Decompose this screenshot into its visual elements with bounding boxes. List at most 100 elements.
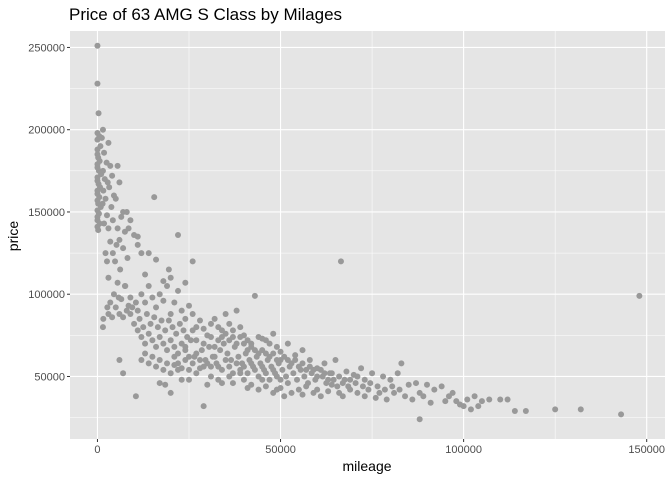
data-point [337,258,344,265]
data-point [142,340,149,347]
data-point [345,383,352,390]
y-axis-ticks: 50000 100000 150000 200000 250000 [28,42,70,383]
data-point [198,347,205,354]
data-point [376,389,383,396]
data-point [118,296,125,303]
data-point [405,381,412,388]
data-point [112,258,119,265]
y-tick-label: 250000 [28,42,65,54]
data-point [103,258,110,265]
data-point [207,363,214,370]
data-point [228,357,235,364]
data-point [149,353,156,360]
data-point [140,324,147,331]
data-point [328,370,335,377]
data-point [178,376,185,383]
data-point [131,320,138,327]
data-point [398,360,405,367]
data-point [334,383,341,390]
data-point [284,380,291,387]
data-point [123,307,130,314]
data-point [129,304,136,311]
data-point [182,347,189,354]
data-point [182,279,189,286]
data-point [478,398,485,405]
data-point [138,334,145,340]
data-point [636,292,643,299]
data-point [116,179,123,186]
data-point [134,307,141,314]
data-point [288,389,295,396]
data-point [299,347,306,354]
data-point [416,416,423,423]
data-point [127,294,134,301]
data-point [125,225,132,232]
x-tick-label: 100000 [445,444,482,456]
plot-panel [70,31,665,439]
data-point [153,304,160,311]
data-point [107,299,114,306]
data-point [167,370,174,377]
data-point [402,393,409,400]
data-point [325,376,332,383]
data-point [200,403,207,410]
data-point [153,343,160,350]
x-tick-label: 0 [94,444,100,456]
data-point [460,403,467,410]
data-point [207,373,214,380]
data-point [167,337,174,344]
data-point [233,307,240,314]
data-point [95,227,102,234]
data-point [193,370,200,377]
data-point [113,241,120,248]
data-point [160,278,167,285]
data-point [266,340,273,347]
data-point [299,360,306,367]
data-point [160,340,167,347]
data-point [107,238,114,245]
data-point [145,283,152,289]
data-point [200,340,207,347]
data-point [359,383,366,390]
data-point [361,393,368,400]
data-point [394,370,401,377]
data-point [123,208,130,215]
data-point [339,393,346,400]
data-point [95,110,102,117]
data-point [100,187,107,194]
data-point [164,283,171,289]
data-point [248,360,255,367]
data-point [229,370,236,377]
data-point [306,357,313,364]
data-point [193,350,200,357]
x-tick-label: 50000 [265,444,296,456]
data-point [94,42,101,49]
data-point [175,232,182,238]
data-point [290,370,297,377]
data-point [122,283,129,289]
data-point [186,302,192,309]
data-point [251,366,258,373]
data-point [464,396,471,403]
data-point [178,365,185,372]
data-point [186,376,192,383]
data-point [270,366,277,373]
data-point [114,225,121,232]
data-point [332,357,339,364]
data-point [427,399,434,406]
data-point [101,149,108,156]
data-point [367,380,374,387]
data-point [105,139,112,146]
data-point [142,299,149,306]
data-point [325,388,332,395]
data-point [180,327,187,334]
data-point [149,294,156,301]
data-point [134,241,141,248]
data-point [391,389,398,396]
minor-gridlines [70,31,665,439]
data-point [154,324,161,331]
data-point [136,315,143,322]
data-point [222,357,229,364]
data-point [361,376,368,383]
data-point [229,380,236,387]
